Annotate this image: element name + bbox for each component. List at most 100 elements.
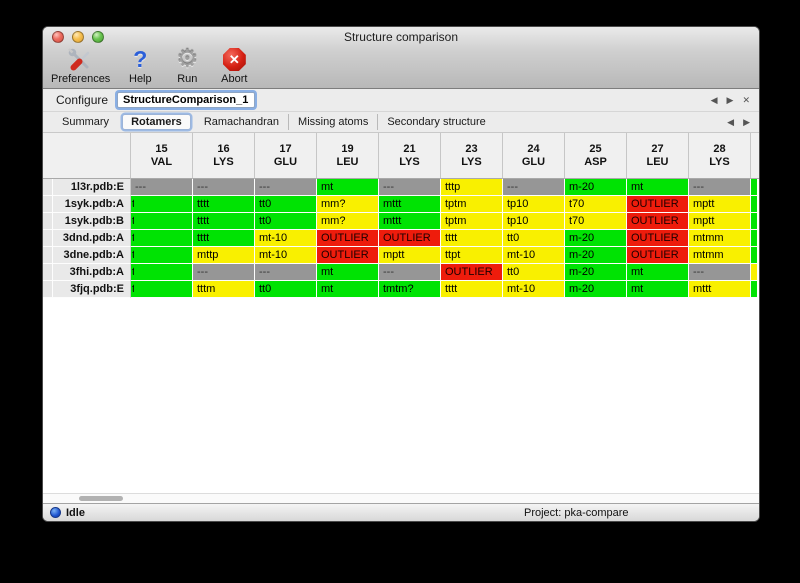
rotamer-cell[interactable]: ---: [379, 264, 441, 281]
preferences-button[interactable]: Preferences: [51, 46, 110, 85]
row-label[interactable]: 1syk.pdb:B: [53, 213, 131, 230]
tab-rotamers[interactable]: Rotamers: [122, 114, 191, 130]
rotamer-cell[interactable]: mttt: [379, 196, 441, 213]
rotamer-cell[interactable]: t: [131, 281, 193, 298]
rotamer-cell[interactable]: mttt: [689, 281, 751, 298]
row-gutter: [43, 281, 53, 298]
zoom-window-button[interactable]: [92, 31, 104, 43]
rotamer-cell[interactable]: t: [131, 196, 193, 213]
rotamer-cell[interactable]: t: [131, 213, 193, 230]
rotamer-cell[interactable]: OUTLIER: [317, 247, 379, 264]
rotamer-cell[interactable]: ---: [193, 264, 255, 281]
rotamer-cell[interactable]: m-20: [565, 247, 627, 264]
rotamer-cell[interactable]: tttt: [441, 281, 503, 298]
abort-button[interactable]: ✕ Abort: [217, 46, 251, 85]
rotamer-cell[interactable]: t: [131, 230, 193, 247]
rotamer-cell[interactable]: ---: [379, 179, 441, 196]
rotamer-cell[interactable]: ---: [131, 179, 193, 196]
rotamer-cell[interactable]: mptt: [689, 196, 751, 213]
rotamer-cell[interactable]: mt-10: [255, 230, 317, 247]
rotamer-cell[interactable]: tttt: [193, 230, 255, 247]
next-tab-icon[interactable]: ▶: [743, 116, 750, 127]
rotamer-cell[interactable]: tptm: [441, 213, 503, 230]
rotamer-cell[interactable]: tttp: [441, 179, 503, 196]
rotamer-cell[interactable]: tp10: [503, 213, 565, 230]
tab-secondary-structure[interactable]: Secondary structure: [377, 114, 494, 130]
horizontal-scrollbar[interactable]: [43, 493, 759, 503]
rotamer-cell[interactable]: OUTLIER: [627, 247, 689, 264]
tab-ramachandran[interactable]: Ramachandran: [203, 116, 280, 128]
title-bar[interactable]: Structure comparison: [43, 27, 759, 46]
rotamer-cell[interactable]: mt: [627, 281, 689, 298]
rotamer-cell[interactable]: tttt: [193, 196, 255, 213]
rotamer-cell[interactable]: tmtm?: [379, 281, 441, 298]
scrollbar-thumb[interactable]: [79, 496, 123, 501]
rotamer-cell[interactable]: ---: [689, 179, 751, 196]
rotamer-cell[interactable]: ---: [255, 179, 317, 196]
next-config-icon[interactable]: ▶: [726, 94, 734, 105]
rotamer-cell[interactable]: mtmm: [689, 247, 751, 264]
rotamer-cell[interactable]: ---: [689, 264, 751, 281]
rotamer-cell[interactable]: ---: [503, 179, 565, 196]
close-config-icon[interactable]: ✕: [742, 94, 750, 105]
rotamer-cell[interactable]: OUTLIER: [441, 264, 503, 281]
rotamer-cell[interactable]: mttp: [193, 247, 255, 264]
rotamer-cell[interactable]: t: [131, 264, 193, 281]
rotamer-cell[interactable]: tp10: [503, 196, 565, 213]
rotamer-cell[interactable]: tt0: [255, 213, 317, 230]
prev-config-icon[interactable]: ◀: [710, 94, 718, 105]
configure-input[interactable]: [117, 92, 256, 108]
rotamer-cell[interactable]: tttt: [441, 230, 503, 247]
tab-missing-atoms[interactable]: Missing atoms: [288, 114, 377, 130]
rotamer-cell[interactable]: OUTLIER: [379, 230, 441, 247]
tab-summary[interactable]: Summary: [62, 116, 110, 128]
rotamer-cell[interactable]: mt: [317, 264, 379, 281]
close-window-button[interactable]: [52, 31, 64, 43]
rotamer-cell[interactable]: m-20: [565, 179, 627, 196]
rotamer-cell[interactable]: mttt: [379, 213, 441, 230]
row-gutter: [43, 247, 53, 264]
rotamer-cell[interactable]: tptm: [441, 196, 503, 213]
rotamer-cell[interactable]: mt-10: [255, 247, 317, 264]
rotamer-cell[interactable]: mm?: [317, 213, 379, 230]
rotamer-cell[interactable]: t70: [565, 196, 627, 213]
rotamer-cell[interactable]: ---: [193, 179, 255, 196]
help-button[interactable]: ? Help: [123, 46, 157, 86]
run-button[interactable]: ⚙ Run: [170, 46, 204, 86]
row-label[interactable]: 1l3r.pdb:E: [53, 179, 131, 196]
rotamer-cell[interactable]: OUTLIER: [317, 230, 379, 247]
rotamer-cell[interactable]: m-20: [565, 281, 627, 298]
rotamer-cell[interactable]: tttt: [193, 213, 255, 230]
rotamer-cell[interactable]: mtmm: [689, 230, 751, 247]
rotamer-cell[interactable]: tt0: [255, 281, 317, 298]
rotamer-cell[interactable]: tt0: [255, 196, 317, 213]
rotamer-cell[interactable]: mt-10: [503, 247, 565, 264]
rotamer-cell[interactable]: mm?: [317, 196, 379, 213]
rotamer-cell[interactable]: tt0: [503, 230, 565, 247]
row-label[interactable]: 3dnd.pdb:A: [53, 230, 131, 247]
rotamer-cell[interactable]: mptt: [379, 247, 441, 264]
rotamer-cell[interactable]: mt: [317, 179, 379, 196]
row-label[interactable]: 1syk.pdb:A: [53, 196, 131, 213]
rotamer-cell[interactable]: OUTLIER: [627, 230, 689, 247]
rotamer-cell[interactable]: mt-10: [503, 281, 565, 298]
rotamer-cell[interactable]: ---: [255, 264, 317, 281]
row-label[interactable]: 3dne.pdb:A: [53, 247, 131, 264]
row-label[interactable]: 3fjq.pdb:E: [53, 281, 131, 298]
row-label[interactable]: 3fhi.pdb:A: [53, 264, 131, 281]
rotamer-cell[interactable]: mt: [627, 264, 689, 281]
rotamer-cell[interactable]: t: [131, 247, 193, 264]
rotamer-cell[interactable]: m-20: [565, 230, 627, 247]
rotamer-cell[interactable]: t70: [565, 213, 627, 230]
rotamer-cell[interactable]: m-20: [565, 264, 627, 281]
rotamer-cell[interactable]: tttm: [193, 281, 255, 298]
rotamer-cell[interactable]: ttpt: [441, 247, 503, 264]
prev-tab-icon[interactable]: ◀: [727, 116, 735, 127]
rotamer-cell[interactable]: mptt: [689, 213, 751, 230]
rotamer-cell[interactable]: tt0: [503, 264, 565, 281]
minimize-window-button[interactable]: [72, 31, 84, 43]
rotamer-cell[interactable]: OUTLIER: [627, 196, 689, 213]
rotamer-cell[interactable]: mt: [627, 179, 689, 196]
rotamer-cell[interactable]: OUTLIER: [627, 213, 689, 230]
rotamer-cell[interactable]: mt: [317, 281, 379, 298]
